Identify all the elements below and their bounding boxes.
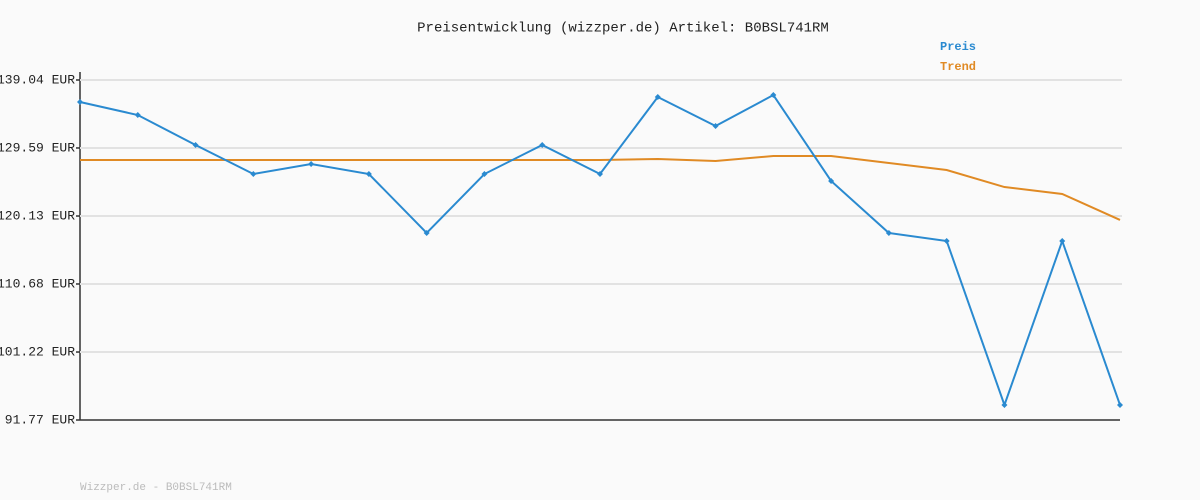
point [712,123,719,130]
chart-title: Preisentwicklung (wizzper.de) Artikel: B… [417,21,829,37]
y-tick-label: 129.59 EUR [0,140,75,155]
point [770,92,777,99]
point [597,171,603,178]
series-line [79,93,1121,408]
point [308,161,315,168]
point [365,171,372,178]
point [134,112,141,119]
y-tick-label: 120.13 EUR [0,208,75,223]
y-tick-label: 110.68 EUR [0,276,75,291]
point [77,99,83,106]
point [943,237,950,244]
series-line [80,155,1121,221]
point [828,177,835,184]
y-tick-label: 101.22 EUR [0,344,75,359]
point [1117,401,1123,408]
point [481,171,488,178]
point [1059,237,1066,244]
point [1001,401,1008,408]
legend-label: Trend [940,60,976,74]
point [192,142,199,149]
y-tick-label: 139.04 EUR [0,72,75,87]
point [654,93,661,100]
footer: Wizzper.de - B0BSL741RM [80,482,232,494]
point [423,229,430,236]
point [885,229,892,236]
legend-label: Preis [940,40,976,54]
y-tick-label: 91.77 EUR [5,412,75,427]
point [539,142,546,149]
point [250,171,257,178]
